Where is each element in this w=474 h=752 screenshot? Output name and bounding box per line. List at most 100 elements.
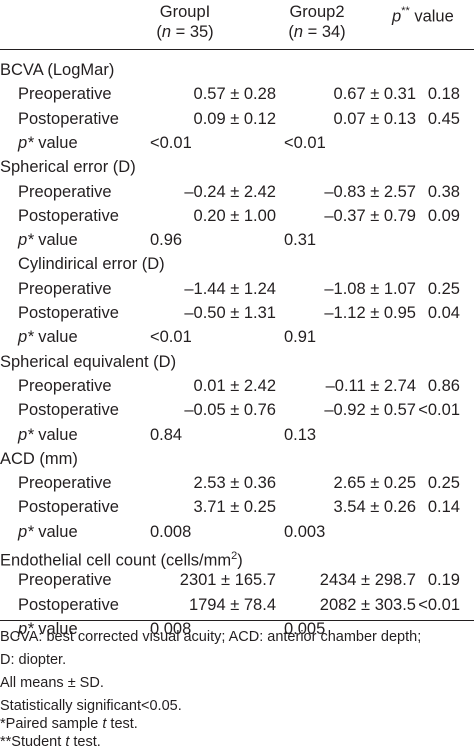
p-value-word: value xyxy=(38,619,78,638)
group2-p-value: <0.01 xyxy=(284,133,326,152)
section-row: Spherical equivalent (D) xyxy=(0,349,474,375)
table-row: Preoperative –1.44 ± 1.24 –1.08 ± 1.07 0.25 xyxy=(0,276,474,302)
p-value: 0.45 xyxy=(427,109,460,128)
group1-p-value: <0.01 xyxy=(150,328,192,347)
group2-value: –0.11 ± 2.74 xyxy=(325,376,416,395)
group2-value: –0.92 ± 0.57 xyxy=(324,401,416,420)
footnote-student-test: **Student t test. xyxy=(0,734,101,750)
section-label: Spherical equivalent (D) xyxy=(0,352,177,371)
footnote-paired-test: *Paired sample t test. xyxy=(0,716,138,732)
p-value-row: p* value <0.01 <0.01 xyxy=(0,130,474,156)
col-header-group1: GroupI (n = 35) xyxy=(130,2,240,42)
group1-value: 0.20 ± 1.00 xyxy=(193,206,276,225)
p-value-word: value xyxy=(38,231,78,250)
table-row: Postoperative –0.50 ± 1.31 –1.12 ± 0.95 0.0… xyxy=(0,300,474,326)
group2-value: –1.12 ± 0.95 xyxy=(324,304,416,322)
group1-value: 1794 ± 78.4 xyxy=(188,595,276,614)
p-value-word: value xyxy=(38,425,78,444)
p-value: 0.86 xyxy=(427,376,460,395)
p-symbol: p* xyxy=(18,425,34,444)
group1-p-value: <0.01 xyxy=(150,133,192,152)
header-rule xyxy=(0,49,474,50)
table-row: Postoperative 1794 ± 78.4 2082 ± 303.5 <0.0… xyxy=(0,592,474,618)
p-symbol: p* xyxy=(18,522,34,541)
section-label: Endothelial cell count (cells/mm2) xyxy=(0,543,243,574)
p-value: 0.38 xyxy=(427,182,460,201)
section-text: Endothelial cell count (cells/mm xyxy=(0,551,232,570)
p-value: 0.25 xyxy=(427,279,460,298)
table-row: Postoperative 3.71 ± 0.25 3.54 ± 0.26 0.14 xyxy=(0,494,474,520)
row-label: Preoperative xyxy=(18,85,112,104)
group1-p-value: 0.008 xyxy=(150,619,192,638)
section-label: BCVA (LogMar) xyxy=(0,61,115,79)
p-value-word: value xyxy=(38,328,78,347)
table-row: Postoperative 0.20 ± 1.00 –0.37 ± 0.79 0.09 xyxy=(0,203,474,229)
section-row: Spherical error (D) xyxy=(0,154,474,180)
section-label: ACD (mm) xyxy=(0,449,78,468)
row-label: Postoperative xyxy=(18,206,119,225)
p-value: 0.14 xyxy=(427,498,460,517)
group2-title: Group2 xyxy=(289,3,345,21)
p-value-word: value xyxy=(38,522,78,541)
subsection-label: Cylindirical error (D) xyxy=(18,255,165,274)
group2-p-value: 0.31 xyxy=(284,231,317,250)
group1-value: 0.09 ± 0.12 xyxy=(193,109,276,128)
p-value-word: value xyxy=(38,133,78,152)
table-row: Preoperative 0.57 ± 0.28 0.67 ± 0.31 0.18 xyxy=(0,81,474,107)
group2-p-value: 0.91 xyxy=(284,328,317,347)
group2-n: (n = 34) xyxy=(288,23,346,41)
table-row: Preoperative 2301 ± 165.7 2434 ± 298.7 0.19 xyxy=(0,567,474,593)
p-value: 0.19 xyxy=(427,571,460,590)
group2-value: 2.65 ± 0.25 xyxy=(333,474,416,493)
group1-value: 3.71 ± 0.25 xyxy=(193,498,276,517)
table-row: Preoperative 0.01 ± 2.42 –0.11 ± 2.74 0.86 xyxy=(0,373,474,399)
table-row: Postoperative –0.05 ± 0.76 –0.92 ± 0.57 <0.… xyxy=(0,397,474,423)
p-symbol: p* xyxy=(18,231,34,250)
p-value-row: p* value <0.01 0.91 xyxy=(0,324,474,350)
row-label: Preoperative xyxy=(18,376,112,395)
section-row: BCVA (LogMar) xyxy=(0,57,474,83)
group2-value: –0.83 ± 2.57 xyxy=(324,182,416,201)
table-row: Postoperative 0.09 ± 0.12 0.07 ± 0.13 0.45 xyxy=(0,106,474,132)
row-label: Postoperative xyxy=(18,304,119,322)
label-suffix: ) xyxy=(237,551,243,570)
p-value: 0.04 xyxy=(427,304,460,322)
group1-value: 2301 ± 165.7 xyxy=(179,571,276,590)
p-value-label: p* value xyxy=(18,130,78,156)
group2-p-value: 0.005 xyxy=(284,619,326,638)
p-value-label: p* value xyxy=(18,519,78,545)
group2-p-value: 0.003 xyxy=(284,522,326,541)
row-label: Preoperative xyxy=(18,474,112,493)
section-row: Endothelial cell count (cells/mm2) xyxy=(0,543,474,570)
p-symbol: p* xyxy=(18,619,34,638)
group1-value: 2.53 ± 0.36 xyxy=(193,474,276,493)
p-symbol: p* xyxy=(18,328,34,347)
row-label: Postoperative xyxy=(18,595,119,614)
footnote-abbreviations: BCVA: best corrected visual acuity; ACD:… xyxy=(0,629,422,645)
footnote-diopter: D: diopter. xyxy=(0,652,67,668)
section-row: ACD (mm) xyxy=(0,446,474,472)
group2-value: 3.54 ± 0.26 xyxy=(333,498,416,517)
bottom-rule xyxy=(0,620,474,621)
row-label: Postoperative xyxy=(18,109,119,128)
group1-p-value: 0.84 xyxy=(150,425,183,444)
row-label: Preoperative xyxy=(18,279,112,298)
p-value: 0.18 xyxy=(427,85,460,104)
row-label: Postoperative xyxy=(18,498,119,517)
unit-superscript: 2 xyxy=(231,550,238,562)
group1-value: –1.44 ± 1.24 xyxy=(184,279,276,298)
p-value-row: p* value 0.84 0.13 xyxy=(0,422,474,448)
section-row: Cylindirical error (D) xyxy=(0,251,474,277)
group2-value: –0.37 ± 0.79 xyxy=(324,206,416,225)
p-value: <0.01 xyxy=(418,401,460,420)
group1-title: GroupI xyxy=(159,3,211,21)
p-value: <0.01 xyxy=(418,595,460,614)
p-value: 0.25 xyxy=(427,474,460,493)
p-symbol: p* xyxy=(18,133,34,152)
p-value-label: p* value xyxy=(18,227,78,253)
group1-value: –0.05 ± 0.76 xyxy=(184,401,276,420)
group1-value: –0.50 ± 1.31 xyxy=(184,304,276,322)
row-label: Postoperative xyxy=(18,401,119,420)
footnote-means: All means ± SD. xyxy=(0,675,104,691)
